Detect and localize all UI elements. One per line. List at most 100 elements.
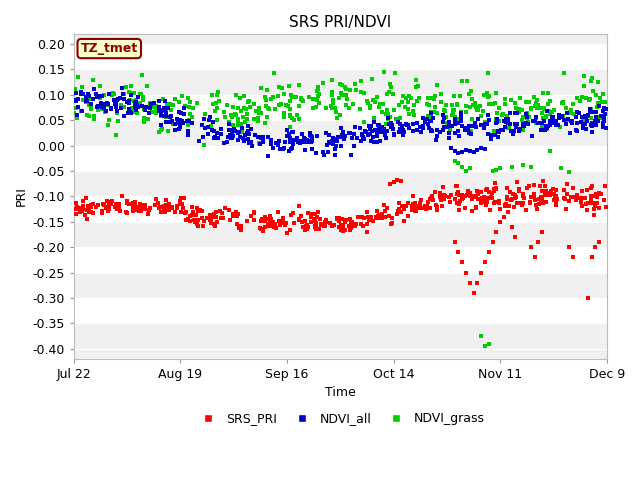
Point	[163, 202, 173, 209]
Point	[579, 82, 589, 90]
Point	[540, 190, 550, 198]
Point	[101, 204, 111, 211]
Point	[84, 206, 94, 214]
Point	[423, 112, 433, 120]
Point	[256, 109, 266, 117]
Y-axis label: PRI: PRI	[15, 187, 28, 206]
Point	[592, 116, 602, 123]
Point	[537, 122, 547, 130]
Point	[224, 127, 234, 134]
Point	[298, 223, 308, 230]
Point	[449, 147, 460, 155]
Point	[76, 90, 86, 98]
Point	[383, 110, 393, 118]
Point	[452, 199, 463, 207]
Point	[545, 119, 556, 127]
Point	[363, 99, 373, 107]
Point	[262, 104, 273, 112]
Point	[243, 128, 253, 135]
Point	[86, 204, 97, 211]
Point	[324, 219, 335, 227]
Point	[180, 208, 191, 216]
Point	[494, 197, 504, 205]
Point	[83, 90, 93, 98]
Point	[84, 92, 94, 99]
Point	[583, 111, 593, 119]
Point	[86, 201, 97, 209]
Point	[553, 121, 563, 129]
Point	[250, 132, 260, 139]
Point	[114, 203, 124, 211]
Point	[78, 90, 88, 98]
Point	[296, 95, 307, 103]
Point	[544, 108, 554, 115]
Point	[289, 136, 300, 144]
Point	[92, 103, 102, 111]
Point	[557, 113, 567, 120]
Point	[175, 194, 186, 202]
Point	[188, 104, 198, 111]
Point	[212, 116, 222, 123]
Point	[86, 105, 96, 112]
Point	[403, 199, 413, 207]
Point	[187, 211, 197, 219]
Point	[586, 182, 596, 190]
Point	[309, 217, 319, 225]
Point	[449, 238, 460, 246]
Point	[294, 115, 304, 123]
Point	[398, 92, 408, 100]
Point	[553, 120, 563, 128]
Point	[138, 72, 148, 79]
Point	[467, 196, 477, 204]
Point	[143, 115, 153, 122]
Point	[532, 105, 543, 112]
Point	[476, 332, 486, 340]
Point	[518, 199, 529, 207]
Point	[483, 70, 493, 77]
Point	[259, 138, 269, 146]
Point	[476, 199, 486, 206]
Point	[482, 185, 492, 192]
Point	[163, 200, 173, 208]
Point	[429, 108, 439, 116]
Point	[228, 128, 239, 135]
Point	[572, 119, 582, 127]
Point	[234, 128, 244, 135]
Point	[548, 191, 559, 198]
Point	[232, 116, 243, 123]
Point	[473, 190, 483, 198]
Point	[80, 212, 90, 219]
Text: TZ_tmet: TZ_tmet	[81, 42, 138, 55]
Point	[486, 132, 496, 139]
Point	[509, 127, 520, 134]
Point	[397, 98, 407, 106]
Point	[213, 88, 223, 96]
Point	[227, 134, 237, 142]
Point	[88, 112, 99, 120]
Point	[134, 90, 145, 97]
Point	[533, 238, 543, 246]
Point	[294, 81, 304, 88]
Point	[95, 95, 105, 102]
Point	[518, 191, 529, 198]
Point	[358, 133, 369, 141]
Point	[374, 125, 384, 133]
Point	[408, 120, 418, 128]
Point	[556, 99, 566, 107]
Point	[83, 206, 93, 214]
Point	[525, 198, 536, 205]
Point	[209, 211, 219, 218]
Point	[396, 208, 406, 216]
Point	[473, 195, 483, 203]
Point	[541, 112, 551, 120]
Point	[517, 117, 527, 124]
Point	[88, 96, 98, 103]
Point	[562, 190, 572, 197]
Point	[510, 99, 520, 107]
Point	[135, 205, 145, 213]
Point	[243, 122, 253, 130]
Point	[497, 111, 507, 119]
Point	[160, 108, 170, 115]
Point	[253, 105, 264, 112]
Point	[511, 123, 521, 131]
